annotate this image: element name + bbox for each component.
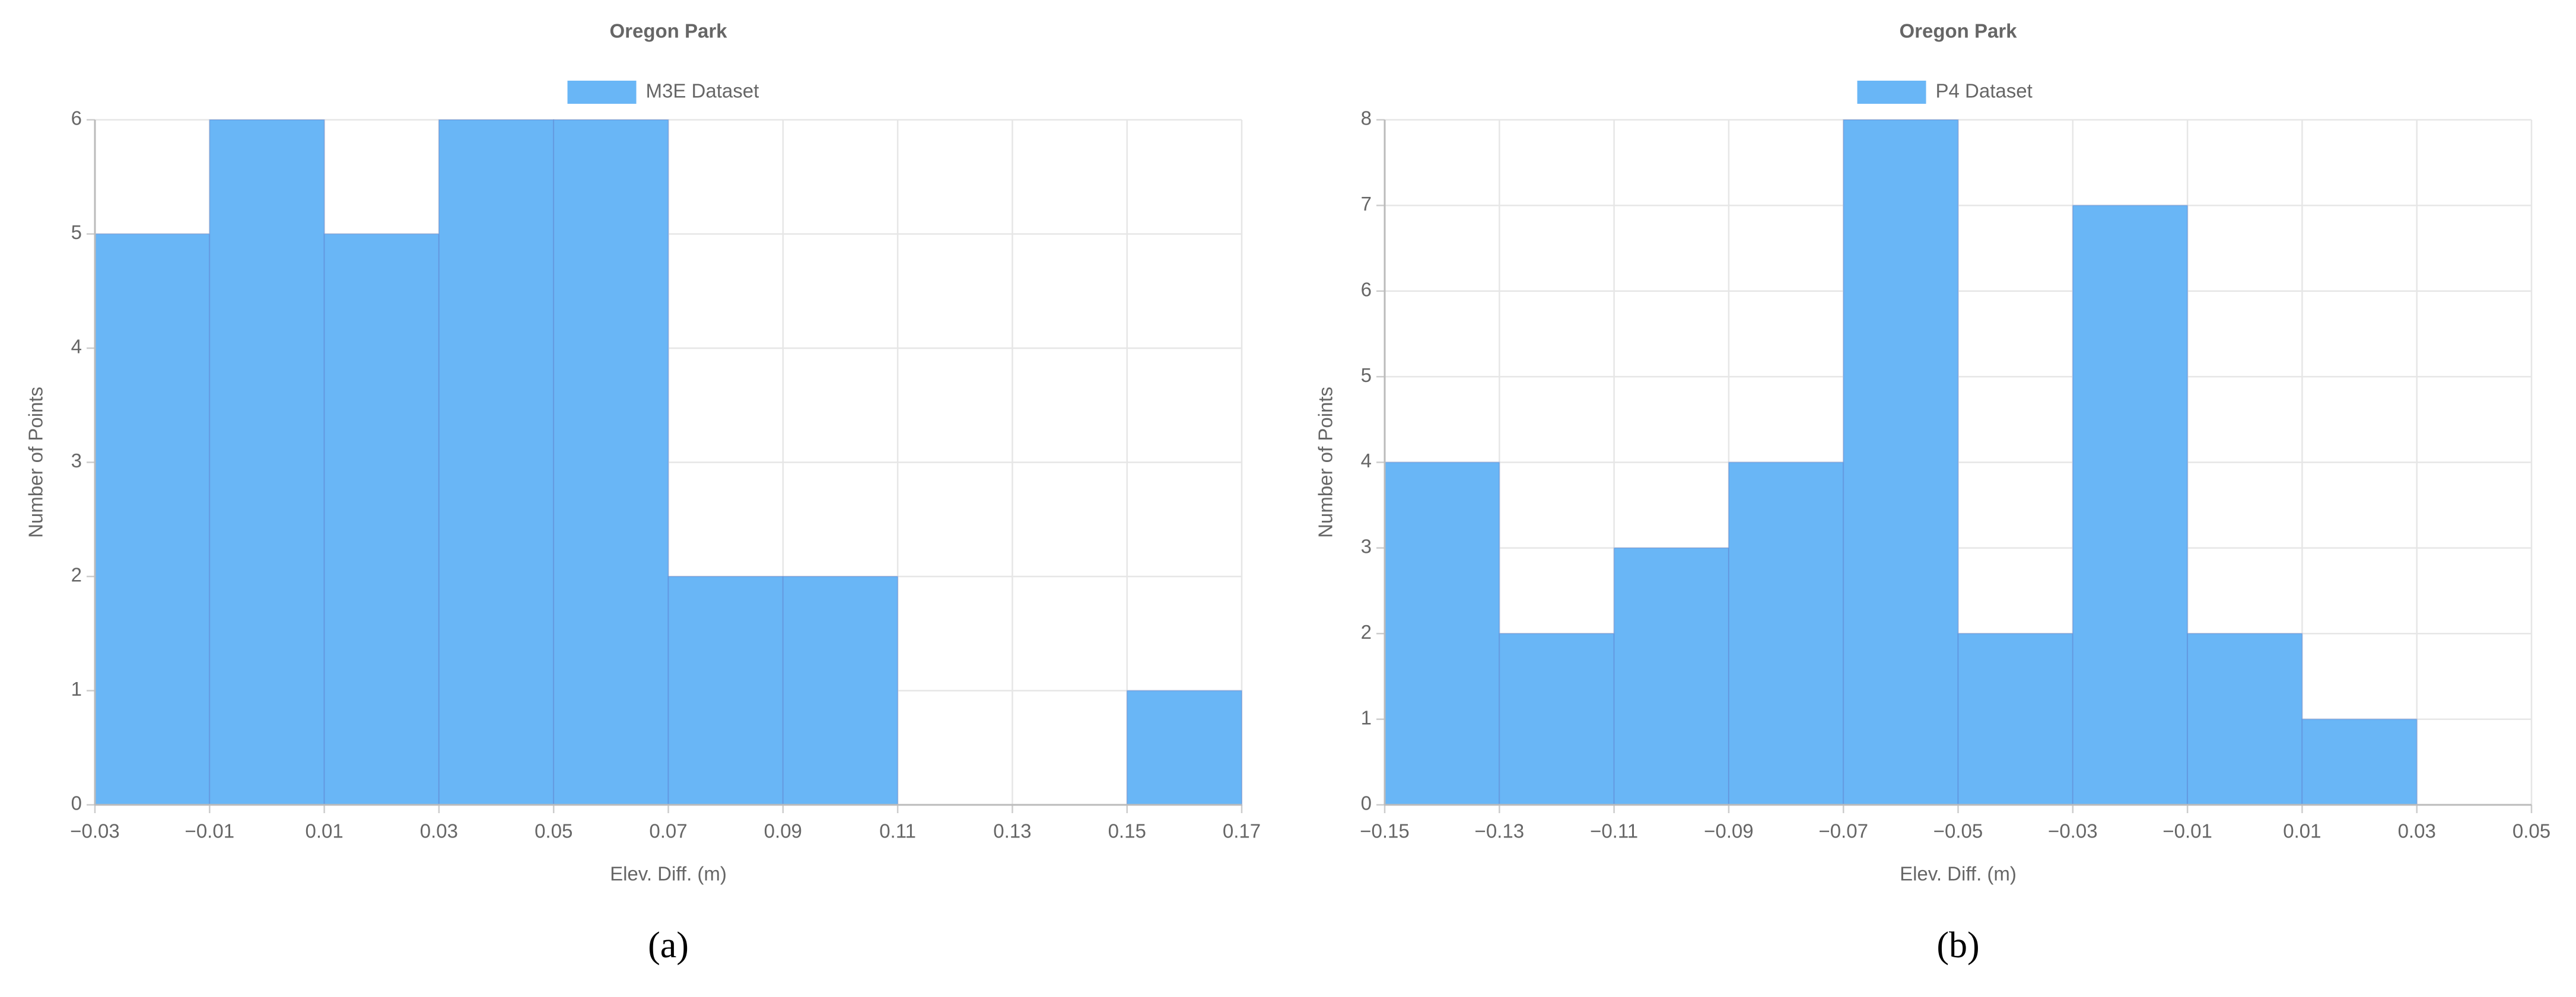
bar bbox=[1499, 633, 1615, 805]
bar bbox=[2072, 205, 2189, 805]
bar bbox=[323, 233, 440, 805]
y-tick-label: 4 bbox=[1361, 450, 1372, 472]
y-tick-label: 5 bbox=[71, 221, 82, 243]
x-axis-label: Elev. Diff. (m) bbox=[1900, 863, 2017, 885]
x-tick-label: −0.03 bbox=[70, 820, 120, 842]
bar bbox=[2301, 718, 2418, 805]
x-tick-label: −0.11 bbox=[1590, 820, 1638, 842]
y-tick-label: 0 bbox=[1361, 792, 1372, 814]
x-tick-label: −0.13 bbox=[1475, 820, 1525, 842]
x-tick-label: −0.03 bbox=[2048, 820, 2098, 842]
x-tick-label: 0.03 bbox=[2398, 820, 2436, 842]
legend-swatch bbox=[1857, 81, 1926, 104]
bar bbox=[1843, 119, 1959, 805]
chart: 0 1 2 3 4 5 6 7 8 −0.15 −0.13 −0.11 −0.09 −0.07 −0.05 −… bbox=[1315, 20, 2550, 966]
legend-item: M3E Dataset bbox=[567, 80, 759, 104]
y-axis-label: Number of Points bbox=[1315, 387, 1337, 538]
bar bbox=[94, 233, 211, 805]
y-tick-label: 3 bbox=[71, 450, 82, 472]
x-tick-label: 0.07 bbox=[649, 820, 687, 842]
x-tick-label: −0.05 bbox=[1933, 820, 1983, 842]
legend-label: P4 Dataset bbox=[1936, 80, 2033, 102]
bar bbox=[1126, 690, 1242, 805]
x-tick-label: 0.05 bbox=[535, 820, 573, 842]
legend-label: M3E Dataset bbox=[646, 80, 759, 102]
x-tick-label: −0.01 bbox=[2162, 820, 2212, 842]
x-tick-label: 0.15 bbox=[1108, 820, 1146, 842]
y-tick-label: 6 bbox=[71, 107, 82, 129]
x-tick-label: 0.01 bbox=[305, 820, 343, 842]
y-tick-label: 3 bbox=[1361, 536, 1372, 558]
bar bbox=[1613, 547, 1729, 805]
x-tick-label: −0.01 bbox=[185, 820, 235, 842]
x-axis-label: Elev. Diff. (m) bbox=[610, 863, 727, 885]
legend-swatch bbox=[567, 81, 637, 104]
bar bbox=[1957, 633, 2073, 805]
x-tick-label: 0.17 bbox=[1223, 820, 1261, 842]
x-tick-label: 0.03 bbox=[420, 820, 458, 842]
x-tick-label: −0.07 bbox=[1818, 820, 1868, 842]
x-tick-label: 0.01 bbox=[2283, 820, 2321, 842]
bar bbox=[667, 576, 784, 805]
x-tick-label: 0.13 bbox=[993, 820, 1031, 842]
bar bbox=[553, 119, 669, 805]
x-tick-label: −0.15 bbox=[1360, 820, 1410, 842]
chart: 0 1 2 3 4 5 6 −0.03 −0.01 0.01 0.03 0.05 0.07 0.09 0.1… bbox=[25, 20, 1261, 966]
y-tick-label: 4 bbox=[71, 336, 82, 358]
y-tick-label: 5 bbox=[1361, 364, 1372, 386]
bar bbox=[209, 119, 325, 805]
bar bbox=[782, 576, 899, 805]
y-tick-label: 8 bbox=[1361, 107, 1372, 129]
x-tick-label: 0.09 bbox=[764, 820, 802, 842]
y-tick-label: 1 bbox=[71, 678, 82, 700]
y-tick-label: 7 bbox=[1361, 193, 1372, 215]
caption: (b) bbox=[1936, 925, 1979, 966]
chart-title: Oregon Park bbox=[609, 20, 727, 42]
bar bbox=[1384, 461, 1500, 805]
y-tick-label: 2 bbox=[71, 564, 82, 586]
bar bbox=[2187, 633, 2303, 805]
x-tick-label: 0.11 bbox=[879, 820, 916, 842]
y-axis-label: Number of Points bbox=[25, 387, 47, 538]
y-tick-label: 6 bbox=[1361, 278, 1372, 300]
y-tick-label: 2 bbox=[1361, 621, 1372, 643]
x-tick-label: −0.09 bbox=[1704, 820, 1754, 842]
bar bbox=[438, 119, 555, 805]
caption: (a) bbox=[648, 925, 689, 966]
legend-item: P4 Dataset bbox=[1857, 80, 2033, 104]
y-tick-label: 0 bbox=[71, 792, 82, 814]
x-tick-label: 0.05 bbox=[2513, 820, 2550, 842]
y-tick-label: 1 bbox=[1361, 706, 1372, 728]
chart-title: Oregon Park bbox=[1899, 20, 2017, 42]
bar bbox=[1728, 461, 1844, 805]
